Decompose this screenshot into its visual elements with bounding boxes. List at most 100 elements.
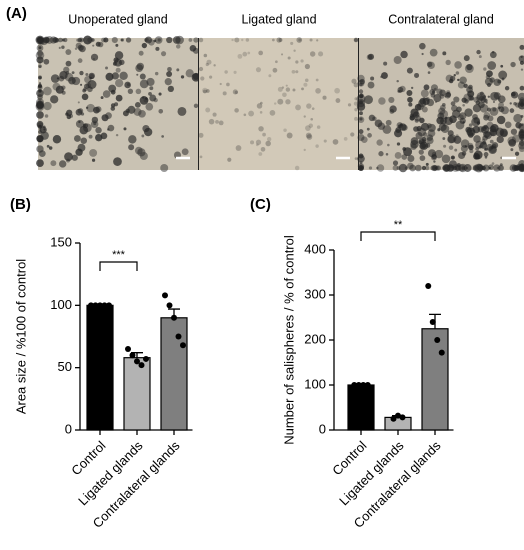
- sphere: [469, 149, 474, 154]
- sphere: [504, 121, 512, 129]
- sphere: [138, 50, 144, 56]
- sphere: [295, 60, 299, 64]
- data-point: [101, 302, 108, 309]
- sphere: [234, 37, 240, 43]
- sphere: [38, 85, 42, 88]
- sphere: [397, 124, 402, 128]
- sphere: [334, 87, 340, 94]
- sphere: [420, 89, 429, 98]
- sphere: [378, 97, 386, 105]
- y-tick-label: 150: [50, 234, 72, 249]
- sphere: [260, 146, 266, 152]
- sphere: [91, 158, 96, 162]
- sphere: [43, 58, 50, 65]
- sphere: [294, 165, 300, 171]
- sphere: [316, 39, 319, 42]
- image-title: Contralateral gland: [388, 12, 494, 26]
- sphere: [71, 154, 78, 161]
- sphere: [157, 38, 161, 42]
- data-point: [134, 358, 140, 365]
- sphere: [358, 129, 364, 135]
- sphere: [38, 130, 42, 134]
- sphere: [376, 139, 383, 146]
- sphere: [468, 144, 474, 151]
- sphere: [465, 126, 472, 133]
- sphere: [59, 70, 68, 80]
- sphere: [410, 137, 419, 145]
- sphere: [272, 38, 275, 42]
- sphere: [453, 96, 460, 103]
- sphere: [52, 82, 61, 91]
- sphere: [518, 140, 524, 147]
- data-point: [129, 352, 136, 359]
- sphere: [457, 81, 465, 89]
- sphere: [259, 111, 263, 114]
- sphere: [463, 93, 472, 102]
- sphere: [48, 146, 53, 150]
- sphere: [467, 90, 475, 98]
- sphere: [274, 102, 277, 105]
- sphere: [425, 162, 429, 166]
- sphere: [401, 154, 408, 160]
- sphere: [378, 151, 384, 157]
- significance-bracket: [360, 231, 436, 241]
- sphere: [208, 118, 215, 125]
- sphere: [285, 99, 291, 105]
- sphere: [376, 166, 379, 170]
- sphere: [155, 46, 160, 51]
- sphere: [224, 70, 228, 74]
- sphere: [357, 133, 365, 141]
- sphere: [413, 126, 419, 132]
- sphere: [400, 50, 408, 59]
- sphere: [250, 140, 255, 145]
- significance-label: **: [394, 219, 403, 231]
- sphere: [65, 60, 72, 67]
- sphere: [387, 143, 390, 147]
- sphere: [144, 38, 148, 42]
- sphere: [111, 72, 120, 80]
- y-tick-label: 50: [58, 359, 72, 374]
- sphere: [205, 62, 209, 67]
- sphere: [353, 37, 359, 43]
- sphere: [518, 55, 524, 63]
- sphere: [475, 100, 481, 105]
- sphere: [343, 137, 348, 141]
- sphere: [64, 72, 74, 82]
- sphere: [347, 103, 352, 107]
- sphere: [172, 36, 181, 44]
- sphere: [61, 85, 66, 90]
- sphere: [79, 125, 89, 135]
- sphere: [105, 72, 114, 81]
- sphere: [154, 36, 163, 44]
- sphere: [456, 163, 461, 168]
- sphere: [449, 75, 456, 82]
- sphere: [482, 135, 488, 141]
- sphere: [290, 41, 294, 45]
- sphere: [81, 93, 89, 101]
- sphere: [75, 119, 84, 128]
- sphere: [144, 97, 148, 100]
- sphere: [427, 149, 436, 158]
- sphere: [438, 123, 447, 132]
- sphere: [422, 97, 426, 101]
- sphere: [489, 51, 497, 59]
- sphere: [112, 61, 117, 66]
- sphere: [483, 98, 488, 103]
- sphere: [315, 88, 321, 94]
- sphere: [482, 126, 487, 131]
- sphere: [415, 164, 422, 172]
- sphere: [65, 49, 72, 56]
- sphere: [358, 89, 364, 94]
- sphere: [215, 119, 219, 124]
- sphere: [418, 99, 427, 108]
- sphere: [80, 112, 85, 116]
- sphere: [354, 38, 358, 42]
- data-point: [97, 302, 103, 309]
- sphere: [154, 71, 159, 76]
- sphere: [367, 133, 372, 138]
- sphere: [473, 117, 480, 124]
- sphere: [407, 155, 415, 163]
- sphere: [443, 124, 446, 127]
- sphere: [80, 83, 83, 86]
- sphere: [291, 69, 296, 74]
